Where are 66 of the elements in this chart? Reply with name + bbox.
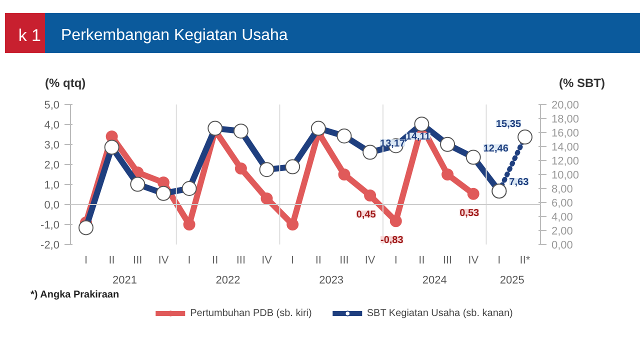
x-tick-label: IV — [262, 254, 273, 266]
y2-tick-label: 20,00 — [552, 100, 580, 112]
point — [442, 168, 454, 180]
y2-tick-label: 12,00 — [552, 156, 580, 168]
chart-subtitle: k 1 — [5, 13, 45, 53]
point — [286, 218, 299, 230]
y2-tick-label: 16,00 — [552, 128, 580, 140]
data-label: 15,35 — [496, 119, 522, 130]
x-tick-label: I — [498, 254, 501, 266]
chart-title: Perkembangan Kegiatan Usaha — [45, 13, 640, 53]
data-label: 14,11 — [406, 132, 431, 143]
point — [260, 192, 273, 204]
y-axis-title: (% qtq) — [45, 75, 86, 92]
y2-tick-label: 2,00 — [552, 226, 573, 238]
y-tick-label: -1,0 — [40, 220, 60, 232]
text: *) Angka Prakiraan — [30, 290, 120, 300]
y-tick-label: 4,0 — [44, 120, 60, 132]
text: 2023 — [319, 274, 344, 286]
y2-axis-title: (% SBT) — [559, 75, 605, 92]
point — [338, 168, 350, 180]
y2-tick-label: 10,00 — [552, 170, 580, 182]
x-tick-label: II — [418, 254, 425, 266]
x-tick-label: III — [442, 254, 452, 266]
text: 2025 — [500, 274, 524, 286]
text: 2024 — [422, 274, 447, 286]
x-tick-label: II — [108, 254, 115, 266]
y-tick-label: -2,0 — [40, 240, 60, 252]
y2-tick-label: 18,00 — [552, 114, 580, 126]
point — [234, 162, 247, 174]
x-tick-label: IV — [468, 254, 480, 266]
x-tick-label: II — [315, 254, 322, 266]
x-tick-label: IV — [158, 254, 170, 266]
y-tick-label: 1,0 — [44, 180, 60, 192]
x-tick-label: I — [394, 254, 398, 266]
x-tick-label: II — [212, 254, 218, 266]
y2-tick-label: 0,00 — [552, 240, 573, 252]
x-tick-label: III — [340, 254, 349, 266]
data-label: 7,63 — [509, 177, 530, 188]
x-tick-label: III — [133, 254, 142, 266]
data-label: 13,17 — [380, 138, 406, 150]
data-label: 12,46 — [483, 143, 509, 154]
data-label: 0,45 — [356, 210, 376, 220]
x-tick-label: I — [291, 254, 294, 266]
x-tick-label: III — [236, 254, 246, 266]
point — [364, 190, 376, 202]
y-tick-label: 0,0 — [44, 200, 60, 212]
x-tick-label: II* — [520, 254, 531, 266]
y2-tick-label: 8,00 — [552, 184, 573, 196]
y2-tick-label: 4,00 — [552, 212, 573, 224]
x-tick-label: I — [84, 254, 88, 266]
data-label: -0,83 — [380, 235, 404, 246]
text: 2022 — [216, 274, 240, 286]
y-tick-label: 2,0 — [44, 160, 60, 172]
x-tick-label: IV — [364, 254, 376, 266]
data-label: 0,53 — [460, 208, 480, 219]
point — [390, 215, 402, 228]
point — [183, 218, 196, 230]
x-tick-label: I — [188, 254, 191, 266]
y-tick-label: 5,0 — [44, 100, 60, 112]
legend-label: Pertumbuhan PDB (sb. kiri) — [190, 307, 312, 319]
point — [467, 188, 480, 200]
legend-label: SBT Kegiatan Usaha (sb. kanan) — [366, 307, 513, 319]
y-tick-label: 3,0 — [44, 140, 60, 152]
text: 2021 — [112, 274, 137, 286]
y2-tick-label: 6,00 — [552, 198, 573, 210]
y2-tick-label: 14,00 — [552, 142, 580, 154]
